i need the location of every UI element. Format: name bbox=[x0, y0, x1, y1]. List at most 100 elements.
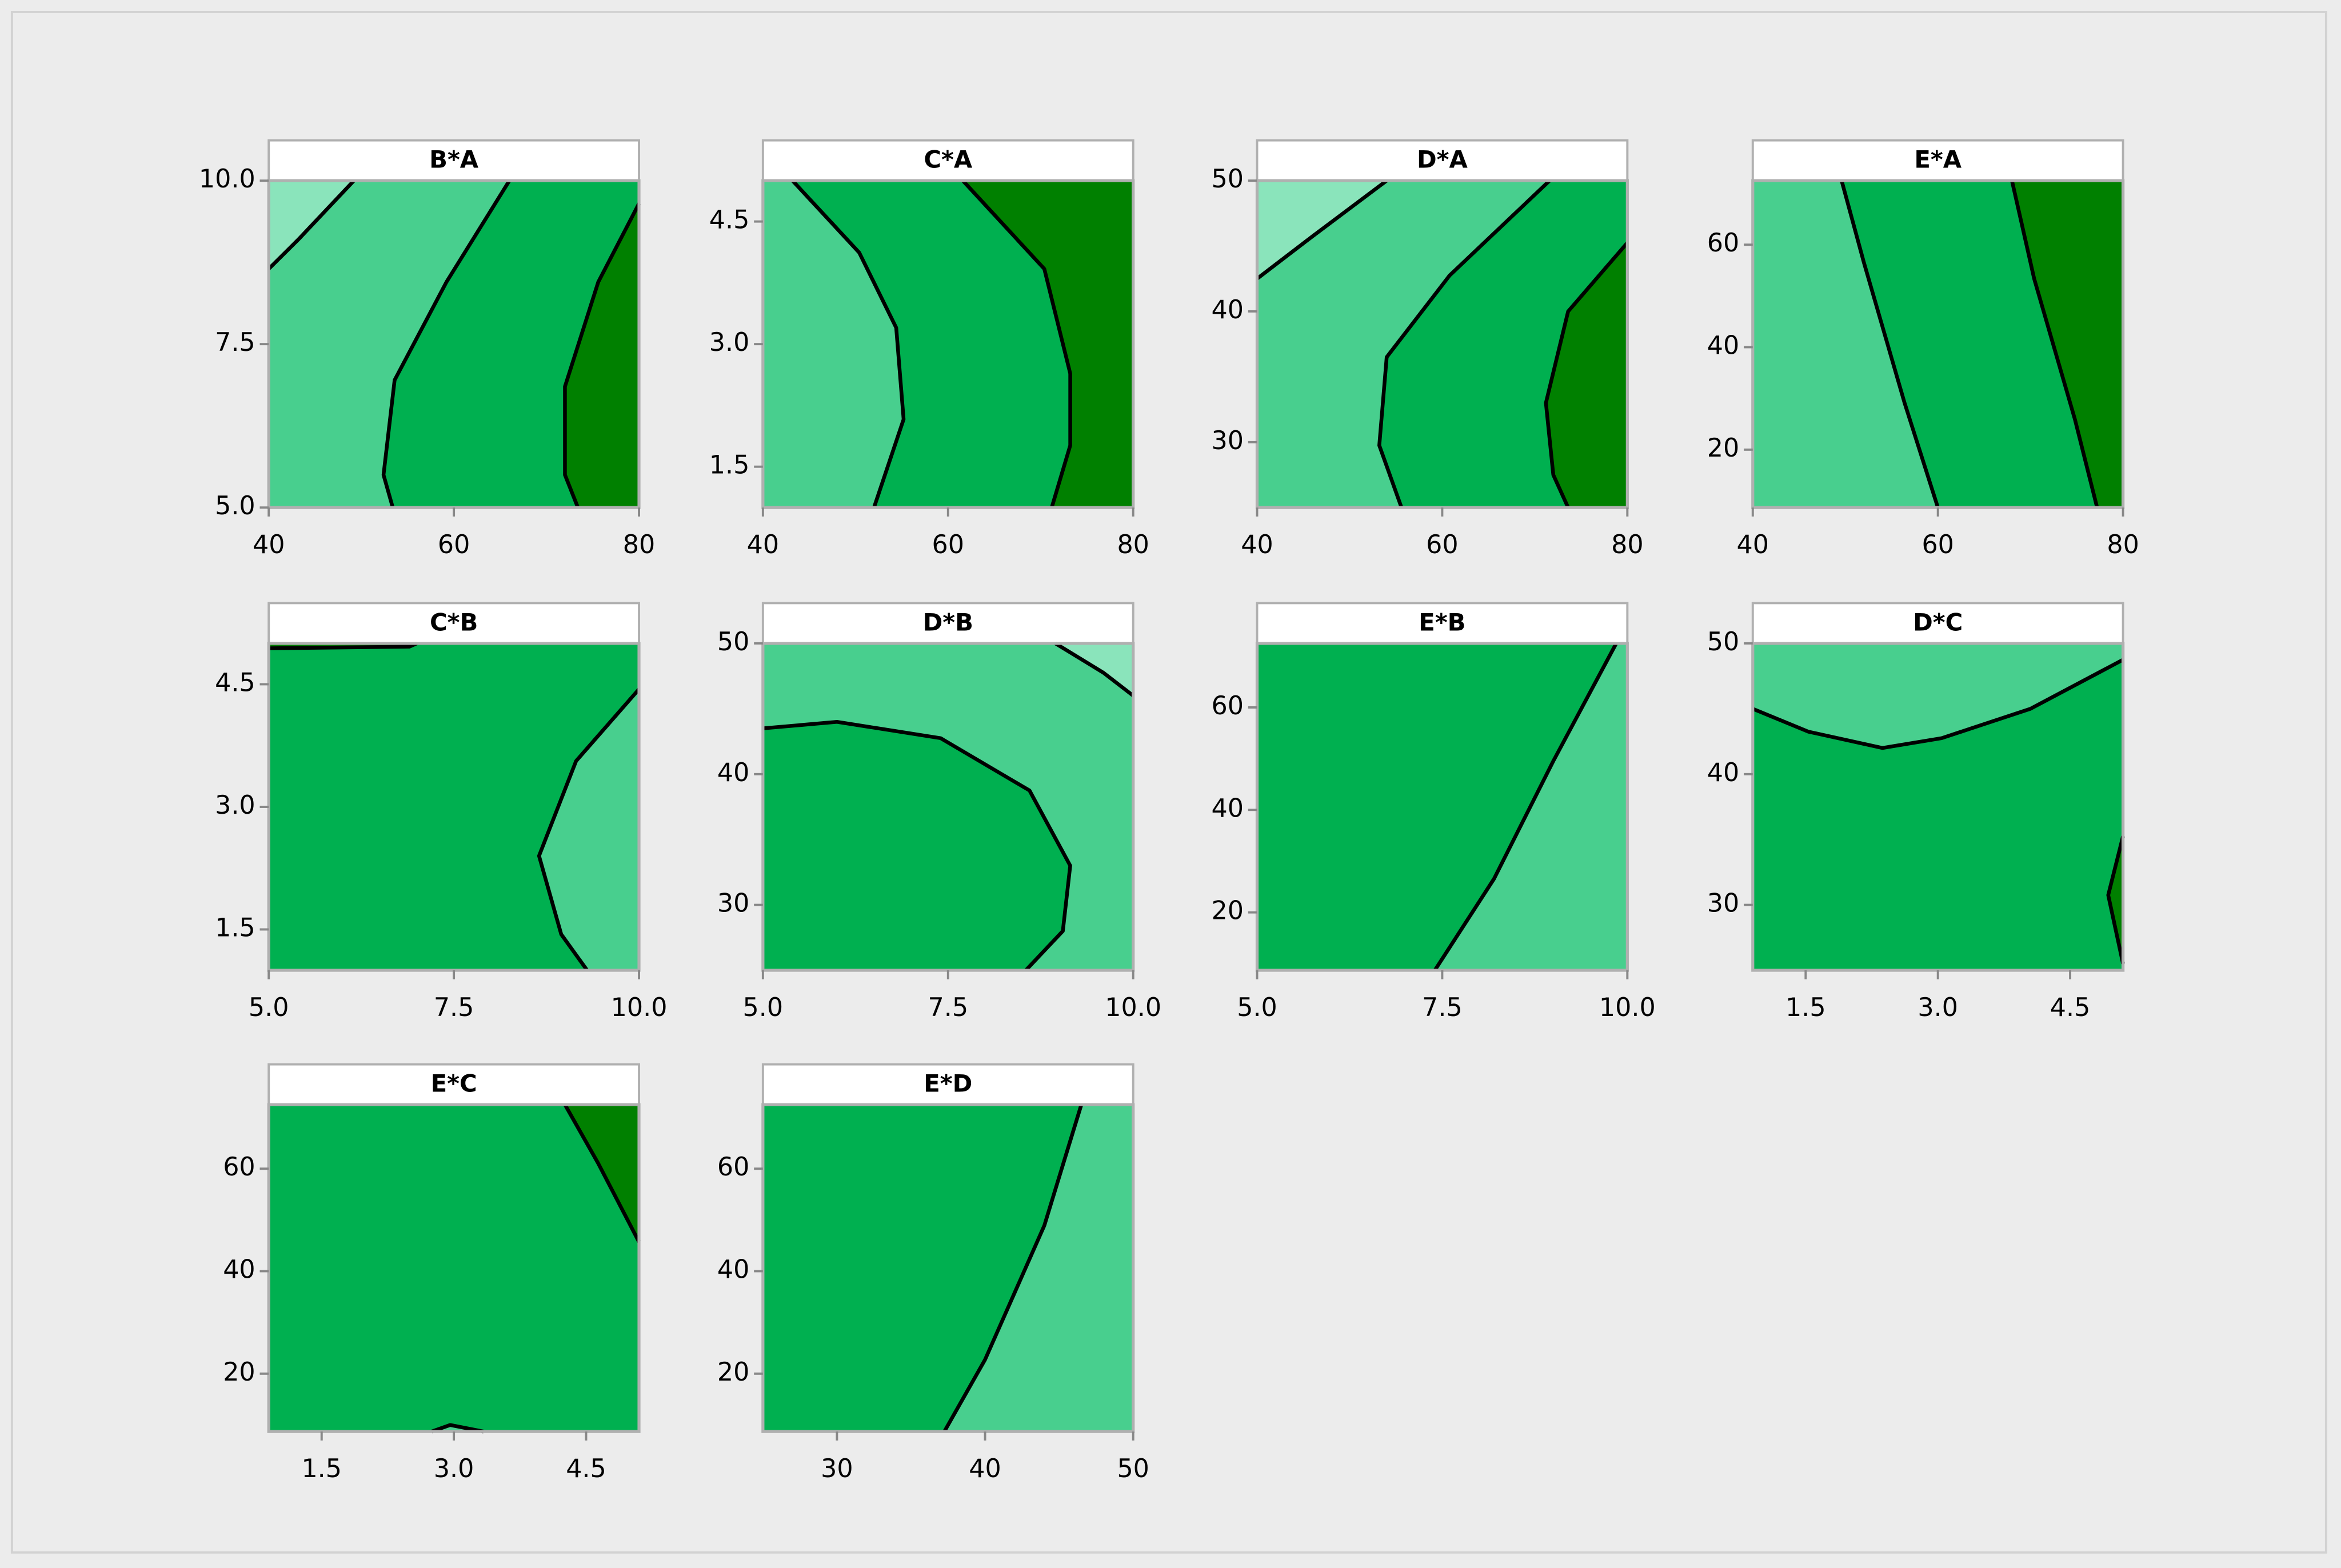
contour-region bbox=[565, 1105, 640, 1242]
y-tick-label: 40 bbox=[1212, 794, 1244, 823]
contour-line bbox=[1054, 642, 1134, 698]
x-tick-label: 5.0 bbox=[249, 993, 289, 1022]
x-tick-label: 10.0 bbox=[1599, 993, 1656, 1022]
contour-line bbox=[2106, 835, 2125, 965]
y-tick-label: 3.0 bbox=[215, 791, 255, 820]
contour-region bbox=[944, 1105, 1133, 1432]
y-tick-label: 30 bbox=[717, 889, 750, 918]
x-tick-label: 60 bbox=[932, 530, 965, 559]
x-tick-label: 1.5 bbox=[1785, 993, 1826, 1022]
x-tick-label: 3.0 bbox=[1917, 993, 1958, 1022]
y-tick-label: 7.5 bbox=[215, 328, 255, 357]
y-tick-label: 1.5 bbox=[709, 451, 750, 480]
title-strip bbox=[1256, 602, 1629, 645]
contour-line bbox=[791, 179, 906, 509]
contour-region bbox=[762, 722, 1070, 971]
x-tick-label: 60 bbox=[1426, 530, 1459, 559]
y-tick-label: 40 bbox=[1707, 758, 1740, 787]
y-tick-label: 20 bbox=[717, 1358, 750, 1387]
y-tick-label: 1.5 bbox=[215, 913, 255, 942]
x-tick-label: 30 bbox=[821, 1454, 853, 1483]
x-tick-label: 50 bbox=[1117, 1454, 1149, 1483]
x-tick-label: 4.5 bbox=[566, 1454, 606, 1483]
contour-region bbox=[539, 689, 640, 971]
y-tick-label: 40 bbox=[223, 1255, 255, 1285]
y-tick-label: 40 bbox=[1707, 331, 1740, 361]
contour-region bbox=[1545, 242, 1628, 508]
y-tick-label: 50 bbox=[717, 627, 750, 657]
y-tick-label: 60 bbox=[1707, 229, 1740, 258]
x-tick-label: 60 bbox=[438, 530, 470, 559]
panel-title: E*A bbox=[1914, 146, 1962, 174]
y-tick-label: 30 bbox=[1212, 426, 1244, 455]
contour-line bbox=[431, 1423, 484, 1434]
x-tick-label: 10.0 bbox=[1105, 993, 1161, 1022]
y-tick-label: 4.5 bbox=[215, 668, 255, 697]
x-tick-label: 7.5 bbox=[928, 993, 968, 1022]
contour-line bbox=[1433, 642, 1618, 971]
x-tick-label: 40 bbox=[253, 530, 285, 559]
title-strip bbox=[267, 602, 640, 645]
contour-region bbox=[1055, 643, 1133, 696]
contour-line bbox=[563, 1103, 641, 1243]
x-tick-label: 40 bbox=[969, 1454, 1001, 1483]
y-tick-label: 40 bbox=[717, 758, 750, 787]
panel-title: D*B bbox=[923, 608, 973, 636]
contour-line bbox=[1752, 658, 2124, 750]
title-strip bbox=[1751, 602, 2124, 645]
contour-line bbox=[1544, 241, 1629, 509]
y-tick-label: 10.0 bbox=[199, 165, 255, 194]
y-tick-label: 60 bbox=[1212, 691, 1244, 721]
title-strip bbox=[1256, 139, 1629, 182]
x-tick-label: 40 bbox=[1241, 530, 1273, 559]
contour-line bbox=[267, 179, 355, 270]
y-tick-label: 30 bbox=[1707, 889, 1740, 918]
y-tick-label: 50 bbox=[1212, 165, 1244, 194]
y-tick-label: 20 bbox=[223, 1358, 255, 1387]
y-tick-label: 60 bbox=[717, 1153, 750, 1182]
y-tick-label: 5.0 bbox=[215, 491, 255, 521]
x-tick-label: 80 bbox=[623, 530, 656, 559]
y-tick-label: 50 bbox=[1707, 627, 1740, 657]
contour-line bbox=[942, 1104, 1084, 1433]
panel-title: E*B bbox=[1419, 608, 1465, 636]
x-tick-label: 80 bbox=[1117, 530, 1149, 559]
x-tick-label: 40 bbox=[1737, 530, 1769, 559]
contour-region bbox=[2108, 836, 2123, 964]
y-tick-label: 60 bbox=[223, 1153, 255, 1182]
x-tick-label: 7.5 bbox=[1422, 993, 1463, 1022]
contour-line bbox=[762, 719, 1072, 972]
x-tick-label: 5.0 bbox=[1237, 993, 1277, 1022]
contour-line bbox=[1377, 179, 1551, 509]
contour-region bbox=[2012, 181, 2123, 508]
x-tick-label: 80 bbox=[1611, 530, 1644, 559]
x-tick-label: 60 bbox=[1921, 530, 1954, 559]
y-tick-label: 4.5 bbox=[709, 206, 750, 235]
plot-frame bbox=[761, 1103, 1135, 1433]
title-strip bbox=[267, 139, 640, 182]
panel-title: D*C bbox=[1913, 608, 1963, 636]
contour-line bbox=[381, 179, 512, 509]
y-tick-label: 20 bbox=[1212, 897, 1244, 926]
contour-line bbox=[563, 202, 641, 509]
x-tick-label: 80 bbox=[2107, 530, 2139, 559]
contour-region bbox=[962, 181, 1133, 508]
x-tick-label: 7.5 bbox=[434, 993, 474, 1022]
panel-title: C*B bbox=[430, 608, 478, 636]
x-tick-label: 1.5 bbox=[301, 1454, 342, 1483]
contour-line bbox=[2010, 180, 2099, 509]
contour-line bbox=[537, 687, 641, 971]
x-tick-label: 4.5 bbox=[2050, 993, 2091, 1022]
x-tick-label: 40 bbox=[747, 530, 780, 559]
panel-title: C*A bbox=[924, 146, 973, 174]
y-tick-label: 40 bbox=[1212, 295, 1244, 325]
contour-line bbox=[1256, 179, 1388, 281]
contour-line bbox=[1840, 180, 1940, 509]
panel-title: D*A bbox=[1417, 146, 1468, 174]
contour-background bbox=[269, 1105, 640, 1432]
y-tick-label: 40 bbox=[717, 1255, 750, 1285]
contour-region bbox=[1257, 181, 1387, 279]
contour-region bbox=[1752, 643, 2123, 748]
